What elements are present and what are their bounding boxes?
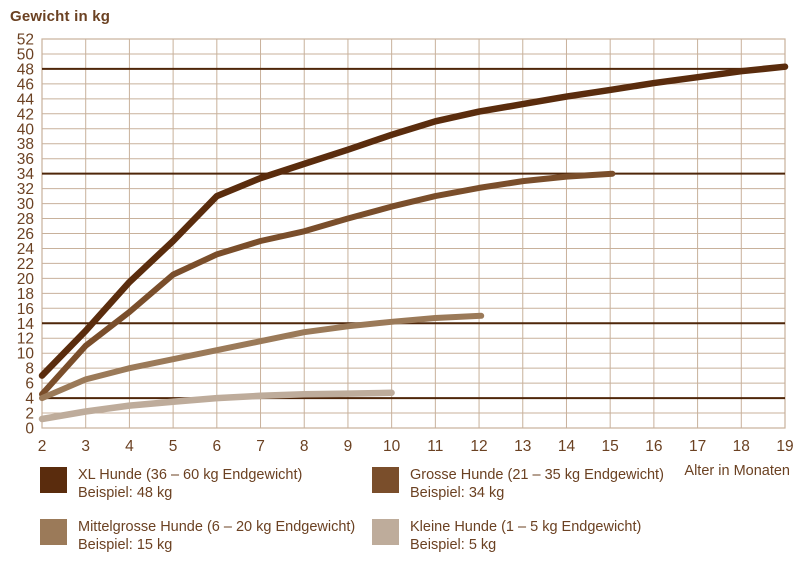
- x-tick-label: 16: [645, 438, 662, 455]
- legend-series-name: Mittelgrosse Hunde (6 – 20 kg Endgewicht…: [78, 519, 356, 535]
- legend-series-example: Beispiel: 34 kg: [410, 485, 505, 501]
- y-tick-label: 52: [17, 32, 34, 49]
- x-tick-label: 10: [383, 438, 401, 455]
- x-tick-label: 7: [256, 438, 265, 455]
- y-tick-label: 22: [17, 256, 34, 273]
- x-tick-label: 8: [300, 438, 309, 455]
- legend-series-name: Grosse Hunde (21 – 35 kg Endgewicht): [410, 467, 664, 483]
- y-tick-label: 16: [17, 301, 34, 318]
- series-curve-1: [38, 63, 789, 379]
- x-tick-label: 5: [169, 438, 178, 455]
- legend-item-3: Mittelgrosse Hunde (6 – 20 kg Endgewicht…: [40, 518, 355, 554]
- y-tick-label: 34: [17, 166, 35, 183]
- y-tick-label: 42: [17, 106, 34, 123]
- series-curve-4: [38, 389, 395, 423]
- plot-border: [41, 38, 786, 429]
- x-tick-label: 14: [558, 438, 576, 455]
- legend-swatch-icon: [372, 467, 399, 493]
- legend-label: Grosse Hunde (21 – 35 kg Endgewicht) Beis…: [410, 466, 664, 502]
- x-tick-label: 12: [470, 438, 487, 455]
- chart-title: Gewicht in kg: [10, 8, 111, 25]
- y-tick-label: 12: [17, 331, 34, 348]
- series-curve-2: [39, 170, 616, 398]
- legend-label: Kleine Hunde (1 – 5 kg Endgewicht) Beispi…: [410, 518, 641, 554]
- x-tick-label: 2: [38, 438, 47, 455]
- y-tick-label: 36: [17, 151, 34, 168]
- y-tick-label: 30: [17, 196, 35, 213]
- y-tick-label: 48: [17, 61, 34, 78]
- legend-swatch-icon: [40, 467, 67, 493]
- y-tick-label: 32: [17, 181, 34, 198]
- x-tick-label: 17: [689, 438, 706, 455]
- legend-swatch-icon: [40, 519, 67, 545]
- y-tick-label: 38: [17, 136, 34, 153]
- y-tick-label: 44: [17, 91, 35, 108]
- y-tick-label: 26: [17, 226, 34, 243]
- legend-item-1: XL Hunde (36 – 60 kg Endgewicht) Beispiel…: [40, 466, 302, 502]
- y-tick-label: 8: [25, 361, 34, 378]
- y-tick-label: 20: [17, 271, 35, 288]
- y-tick-label: 2: [25, 406, 34, 423]
- x-tick-label: 6: [213, 438, 222, 455]
- y-tick-label: 40: [17, 121, 35, 138]
- x-tick-label: 9: [344, 438, 353, 455]
- y-tick-label: 46: [17, 76, 34, 93]
- x-axis-label: Alter in Monaten: [684, 463, 790, 479]
- x-tick-label: 15: [602, 438, 619, 455]
- series-curve-3: [39, 312, 485, 402]
- x-tick-label: 3: [81, 438, 90, 455]
- legend-item-4: Kleine Hunde (1 – 5 kg Endgewicht) Beispi…: [372, 518, 641, 554]
- x-tick-label: 4: [125, 438, 134, 455]
- legend-series-example: Beispiel: 5 kg: [410, 537, 497, 553]
- legend-swatch-icon: [372, 519, 399, 545]
- x-tick-label: 13: [514, 438, 531, 455]
- legend-series-name: XL Hunde (36 – 60 kg Endgewicht): [78, 467, 303, 483]
- legend-item-2: Grosse Hunde (21 – 35 kg Endgewicht) Beis…: [372, 466, 664, 502]
- y-tick-label: 6: [25, 376, 34, 393]
- y-tick-label: 18: [17, 286, 34, 303]
- legend-label: Mittelgrosse Hunde (6 – 20 kg Endgewicht…: [78, 518, 355, 554]
- legend-series-example: Beispiel: 15 kg: [78, 537, 173, 553]
- x-tick-label: 18: [733, 438, 750, 455]
- y-tick-label: 24: [17, 241, 35, 258]
- legend-series-name: Kleine Hunde (1 – 5 kg Endgewicht): [410, 519, 642, 535]
- y-tick-label: 0: [25, 421, 34, 438]
- x-tick-label: 11: [427, 438, 443, 455]
- y-tick-label: 28: [17, 211, 34, 228]
- x-tick-label: 19: [776, 438, 793, 455]
- legend-series-example: Beispiel: 48 kg: [78, 485, 173, 501]
- y-tick-label: 14: [17, 316, 35, 333]
- y-tick-label: 50: [17, 46, 35, 63]
- y-tick-label: 4: [25, 391, 34, 408]
- legend-label: XL Hunde (36 – 60 kg Endgewicht) Beispiel…: [78, 466, 302, 502]
- y-tick-label: 10: [17, 346, 35, 363]
